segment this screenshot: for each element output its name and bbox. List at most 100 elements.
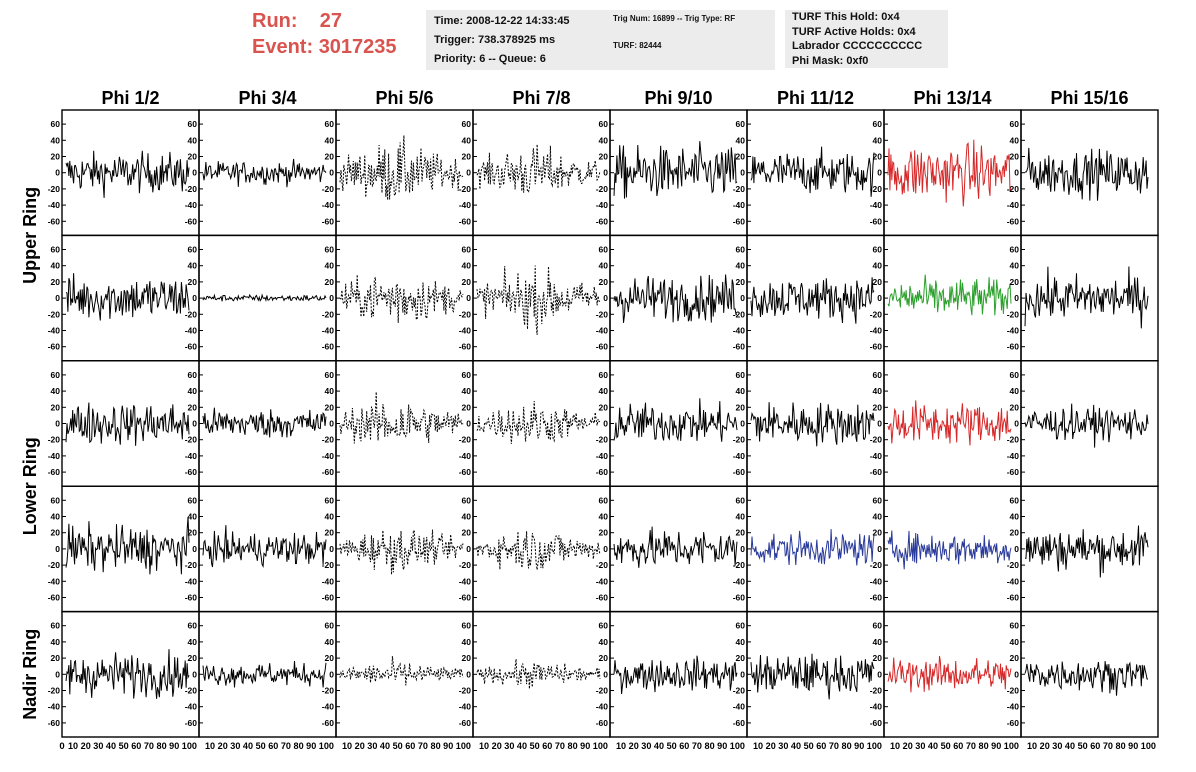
ytick-label-r4-c3-4: -20 xyxy=(322,560,335,570)
ytick-label-r4-c5-4: -20 xyxy=(596,560,609,570)
ytick-label-r1-c5-0: 60 xyxy=(599,119,609,129)
xtick-labels-c7: 10 20 30 40 50 60 70 80 90 100 xyxy=(890,741,1019,752)
ytick-label-r4-c2-5: -40 xyxy=(185,576,198,586)
ytick-label-r2-c5-6: -60 xyxy=(596,342,609,352)
ytick-label-r3-c6-4: -20 xyxy=(733,435,746,445)
event-label: Event: xyxy=(252,36,314,58)
xtick-labels-c6: 10 20 30 40 50 60 70 80 90 100 xyxy=(753,741,882,752)
ytick-label-r2-c1-0: 60 xyxy=(51,245,61,255)
priority-text: Priority: 6 -- Queue: 6 xyxy=(434,53,546,65)
trace-r1-c8 xyxy=(1024,147,1149,201)
xtick-labels-c3: 10 20 30 40 50 60 70 80 90 100 xyxy=(342,741,471,752)
trace-r2-c3 xyxy=(339,274,464,323)
ytick-label-r1-c2-6: -60 xyxy=(185,216,198,226)
ytick-label-r1-c7-5: -40 xyxy=(870,200,883,210)
ytick-label-r1-c1-5: -40 xyxy=(48,200,61,210)
ytick-label-r2-c8-3: 0 xyxy=(1014,293,1019,303)
trace-r3-c4 xyxy=(476,400,601,445)
ytick-label-r4-c3-0: 60 xyxy=(325,495,335,505)
ytick-label-r3-c7-3: 0 xyxy=(877,419,882,429)
ytick-label-r5-c5-1: 40 xyxy=(599,637,609,647)
ytick-label-r5-c1-2: 20 xyxy=(51,653,61,663)
ytick-label-r1-c1-6: -60 xyxy=(48,216,61,226)
ytick-label-r5-c2-2: 20 xyxy=(188,653,198,663)
ytick-label-r4-c3-6: -60 xyxy=(322,593,335,603)
ytick-label-r2-c1-3: 0 xyxy=(55,293,60,303)
ytick-label-r3-c5-2: 20 xyxy=(599,402,609,412)
ytick-label-r5-c8-1: 40 xyxy=(1010,637,1020,647)
ytick-label-r3-c7-2: 20 xyxy=(873,402,883,412)
trace-r2-c8 xyxy=(1024,266,1149,329)
ytick-label-r2-c6-4: -20 xyxy=(733,309,746,319)
ytick-label-r3-c4-2: 20 xyxy=(462,402,472,412)
ytick-label-r1-c6-1: 40 xyxy=(736,135,746,145)
trace-r4-c3 xyxy=(339,529,464,575)
column-header-1: Phi 1/2 xyxy=(101,88,159,108)
ytick-label-r5-c8-4: -20 xyxy=(1007,686,1020,696)
ytick-label-r2-c3-0: 60 xyxy=(325,245,335,255)
ytick-label-r2-c7-1: 40 xyxy=(873,261,883,271)
ytick-label-r4-c2-0: 60 xyxy=(188,495,198,505)
column-header-6: Phi 11/12 xyxy=(777,88,854,108)
ytick-label-r3-c3-2: 20 xyxy=(325,402,335,412)
ytick-label-r4-c6-1: 40 xyxy=(736,512,746,522)
ytick-label-r2-c1-4: -20 xyxy=(48,309,61,319)
ytick-label-r2-c1-2: 20 xyxy=(51,277,61,287)
ytick-label-r1-c8-2: 20 xyxy=(1010,152,1020,162)
ytick-label-r5-c6-6: -60 xyxy=(733,718,746,728)
trace-r5-c5 xyxy=(613,655,738,695)
ytick-label-r1-c8-6: -60 xyxy=(1007,216,1020,226)
ytick-label-r1-c3-6: -60 xyxy=(322,216,335,226)
row-label-1: Upper Ring xyxy=(20,187,40,284)
xtick-labels-c1: 10 20 30 40 50 60 70 80 90 100 xyxy=(68,741,197,752)
ytick-label-r3-c2-4: -20 xyxy=(185,435,198,445)
ytick-label-r1-c6-5: -40 xyxy=(733,200,746,210)
ytick-label-r2-c6-6: -60 xyxy=(733,342,746,352)
ytick-label-r5-c5-3: 0 xyxy=(603,669,608,679)
ytick-label-r4-c5-0: 60 xyxy=(599,495,609,505)
ytick-label-r3-c3-5: -40 xyxy=(322,451,335,461)
trace-r5-c7 xyxy=(887,655,1012,693)
ytick-label-r4-c7-3: 0 xyxy=(877,544,882,554)
ytick-label-r2-c7-2: 20 xyxy=(873,277,883,287)
trace-r2-c6 xyxy=(750,277,875,324)
xtick-labels-c5: 10 20 30 40 50 60 70 80 90 100 xyxy=(616,741,745,752)
trace-r5-c6 xyxy=(750,653,875,700)
panel-frame-r1-c3 xyxy=(335,109,474,237)
ytick-label-r5-c1-3: 0 xyxy=(55,669,60,679)
ytick-label-r4-c7-6: -60 xyxy=(870,593,883,603)
ytick-label-r3-c8-0: 60 xyxy=(1010,370,1020,380)
ytick-label-r3-c6-0: 60 xyxy=(736,370,746,380)
ytick-label-r1-c4-4: -20 xyxy=(459,184,472,194)
ytick-label-r5-c6-1: 40 xyxy=(736,637,746,647)
ytick-label-r2-c4-0: 60 xyxy=(462,245,472,255)
trace-r3-c2 xyxy=(202,407,327,438)
ytick-label-r2-c5-3: 0 xyxy=(603,293,608,303)
ytick-label-r4-c1-0: 60 xyxy=(51,495,61,505)
ytick-label-r5-c4-5: -40 xyxy=(459,702,472,712)
ytick-label-r2-c4-4: -20 xyxy=(459,309,472,319)
ytick-label-r3-c1-2: 20 xyxy=(51,402,61,412)
trace-r3-c3 xyxy=(339,391,464,444)
ytick-label-r3-c7-6: -60 xyxy=(870,467,883,477)
ytick-label-r1-c2-5: -40 xyxy=(185,200,198,210)
ytick-label-r3-c1-0: 60 xyxy=(51,370,61,380)
ytick-label-r5-c1-4: -20 xyxy=(48,686,61,696)
ytick-label-r3-c5-4: -20 xyxy=(596,435,609,445)
ytick-label-r1-c2-1: 40 xyxy=(188,135,198,145)
event-row: Event: 3017235 xyxy=(252,34,422,60)
ytick-label-r4-c1-5: -40 xyxy=(48,576,61,586)
panel-frame-r2-c6 xyxy=(746,234,885,362)
ytick-label-r3-c4-3: 0 xyxy=(466,419,471,429)
ytick-label-r3-c3-3: 0 xyxy=(329,419,334,429)
ytick-label-r3-c8-5: -40 xyxy=(1007,451,1020,461)
ytick-label-r3-c6-6: -60 xyxy=(733,467,746,477)
ytick-label-r5-c8-0: 60 xyxy=(1010,621,1020,631)
ytick-label-r1-c5-1: 40 xyxy=(599,135,609,145)
ytick-label-r4-c8-6: -60 xyxy=(1007,593,1020,603)
ytick-label-r4-c5-2: 20 xyxy=(599,528,609,538)
ytick-label-r4-c4-1: 40 xyxy=(462,512,472,522)
ytick-label-r1-c4-2: 20 xyxy=(462,152,472,162)
ytick-label-r5-c2-3: 0 xyxy=(192,669,197,679)
